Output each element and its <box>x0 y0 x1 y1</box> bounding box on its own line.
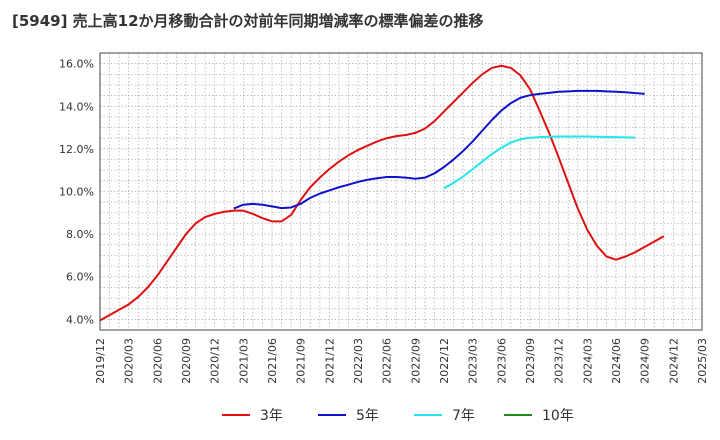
x-tick-label: 2022/06 <box>381 338 394 384</box>
x-tick-label: 2021/06 <box>266 338 279 384</box>
x-tick-label: 2019/12 <box>94 338 107 384</box>
series-line-7年 <box>443 135 636 190</box>
x-tick-label: 2024/09 <box>639 338 652 384</box>
x-tick-label: 2022/09 <box>409 338 422 384</box>
x-tick-label: 2023/09 <box>524 338 537 384</box>
y-axis-ticks: 4.0% 6.0% 8.0% 10.0% 12.0% 14.0% 16.0% <box>59 58 94 327</box>
legend-label: 7年 <box>452 408 475 424</box>
x-tick-label: 2021/12 <box>323 338 336 384</box>
x-tick-label: 2021/03 <box>237 338 250 384</box>
legend-item: 5年 <box>318 402 379 428</box>
x-axis-ticks: 2019/12 2020/03 2020/06 2020/09 2020/12 2021/… <box>94 338 709 384</box>
x-tick-label: 2023/12 <box>553 338 566 384</box>
x-tick-label: 2020/06 <box>151 338 164 384</box>
y-tick-label: 6.0% <box>66 271 94 284</box>
y-tick-label: 8.0% <box>66 228 94 241</box>
series-line-5年 <box>233 89 645 210</box>
legend: 3年 5年 7年 10年 <box>0 402 720 428</box>
y-tick-label: 4.0% <box>66 313 94 326</box>
x-tick-label: 2020/09 <box>180 338 193 384</box>
y-tick-label: 16.0% <box>59 58 94 71</box>
x-tick-label: 2025/03 <box>696 338 709 384</box>
legend-swatch <box>318 414 346 416</box>
legend-swatch <box>504 414 532 416</box>
x-tick-label: 2020/12 <box>209 338 222 384</box>
plot-frame <box>99 52 703 331</box>
legend-swatch <box>222 414 250 416</box>
x-tick-label: 2024/12 <box>667 338 680 384</box>
legend-item: 3年 <box>222 402 283 428</box>
series-line-3年 <box>99 64 665 322</box>
y-tick-label: 10.0% <box>59 186 94 199</box>
x-tick-label: 2024/06 <box>610 338 623 384</box>
grid <box>99 52 703 331</box>
chart-title: [5949] 売上高12か月移動合計の対前年同期増減率の標準偏差の推移 <box>12 12 484 30</box>
legend-item: 10年 <box>504 402 574 428</box>
x-tick-label: 2020/03 <box>123 338 136 384</box>
legend-swatch <box>414 414 442 416</box>
legend-item: 7年 <box>414 402 475 428</box>
legend-label: 5年 <box>356 408 379 424</box>
y-tick-label: 14.0% <box>59 100 94 113</box>
legend-label: 10年 <box>542 408 574 424</box>
x-tick-label: 2022/12 <box>438 338 451 384</box>
x-tick-label: 2023/03 <box>467 338 480 384</box>
x-tick-label: 2021/09 <box>295 338 308 384</box>
x-tick-label: 2022/03 <box>352 338 365 384</box>
x-tick-label: 2023/06 <box>495 338 508 384</box>
legend-label: 3年 <box>260 408 283 424</box>
y-tick-label: 12.0% <box>59 143 94 156</box>
series-lines <box>99 64 665 322</box>
x-tick-label: 2024/03 <box>581 338 594 384</box>
